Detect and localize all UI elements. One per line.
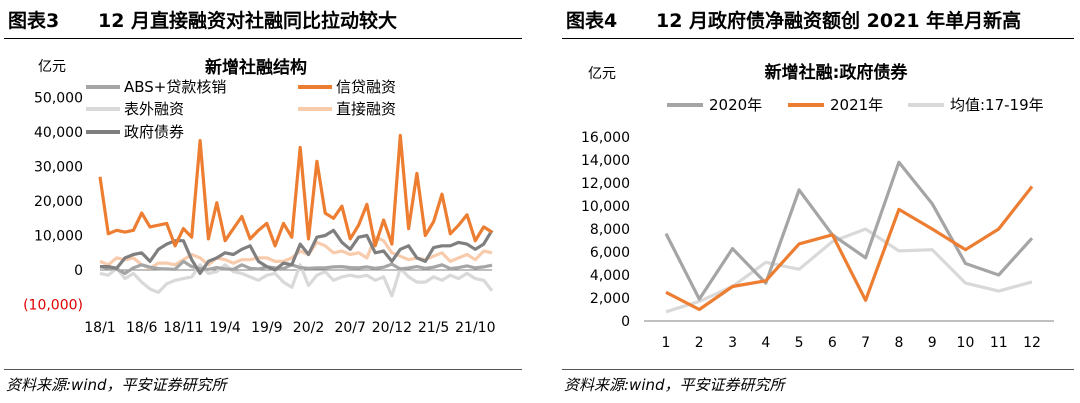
x-tick-label: 21/10 xyxy=(455,320,495,336)
figure-3-panel: 图表3 12 月直接融资对社融同比拉动较大 新增社融结构 亿元 ABS+贷款核销… xyxy=(0,0,528,403)
y-tick-label: 2,000 xyxy=(590,291,630,307)
series-line-abs xyxy=(99,259,493,275)
x-tick-label: 19/9 xyxy=(251,320,282,336)
legend-label-17-19: 均值:17-19年 xyxy=(950,96,1044,114)
series-line-s4 xyxy=(100,228,494,275)
x-tick-label: 20/2 xyxy=(293,320,324,336)
legend-label-s4: 政府债券 xyxy=(124,123,184,141)
x-tick-label: 12 xyxy=(1023,335,1041,351)
legend-label-2021: 2021年 xyxy=(830,96,883,114)
x-tick-label: 4 xyxy=(761,335,770,351)
source-note: 资料来源:wind，平安证券研究所 xyxy=(6,376,227,394)
x-tick-label: 5 xyxy=(795,335,804,351)
chart-series xyxy=(98,133,494,298)
chart-government-bonds: 新增社融:政府债券 亿元 2020年 2021年 均值:17-19年 0 2,000 4… xyxy=(581,62,1054,351)
chart-legend: 2020年 2021年 均值:17-19年 xyxy=(667,96,1044,114)
x-tick-label: 18/6 xyxy=(126,320,158,336)
y-tick-label: 6,000 xyxy=(590,245,630,261)
y-tick-label: 16,000 xyxy=(581,130,630,146)
x-tick-label: 21/5 xyxy=(418,320,449,336)
y-tick-label: 4,000 xyxy=(590,268,630,284)
x-tick-label: 10 xyxy=(957,335,975,351)
footer-divider xyxy=(4,369,522,370)
x-tick-label: 20/7 xyxy=(334,320,365,336)
footer-divider xyxy=(562,369,1074,370)
x-tick-label: 8 xyxy=(894,335,903,351)
x-tick-label: 20/12 xyxy=(372,320,412,336)
x-tick-label: 18/11 xyxy=(163,320,203,336)
source-note: 资料来源:wind，平安证券研究所 xyxy=(564,376,785,394)
x-tick-label: 9 xyxy=(928,335,937,351)
y-tick-label: 14,000 xyxy=(581,153,630,169)
y-tick-label: 0 xyxy=(621,314,630,330)
x-tick-label: 11 xyxy=(990,335,1008,351)
y-axis-unit: 亿元 xyxy=(38,59,66,75)
figure-title: 12 月直接融资对社融同比拉动较大 xyxy=(98,10,398,32)
x-tick-label: 6 xyxy=(828,335,837,351)
y-tick-label: 40,000 xyxy=(34,125,83,141)
x-tick-label: 3 xyxy=(728,335,737,351)
series-line-s1 xyxy=(98,133,493,248)
legend-label-s1: 信贷融资 xyxy=(336,78,396,96)
series-line-2020 xyxy=(664,160,1034,301)
series-line-s2 xyxy=(99,263,494,298)
figure-header: 图表4 12 月政府债净融资额创 2021 年单月新高 xyxy=(562,0,1074,39)
y-axis-unit: 亿元 xyxy=(588,66,616,82)
figure-label: 图表3 xyxy=(8,10,60,32)
y-tick-label: 0 xyxy=(74,263,83,279)
x-tick-label: 7 xyxy=(861,335,870,351)
y-tick-label: 20,000 xyxy=(34,194,83,210)
chart-title: 新增社融结构 xyxy=(205,57,307,78)
figure-header: 图表3 12 月直接融资对社融同比拉动较大 xyxy=(4,0,522,39)
y-tick-label: 50,000 xyxy=(34,91,83,107)
legend-label-2020: 2020年 xyxy=(709,96,762,114)
chart-title: 新增社融:政府债券 xyxy=(765,62,909,83)
series-line-2021 xyxy=(665,185,1034,312)
y-tick-label: 10,000 xyxy=(34,229,83,245)
legend-label-abs: ABS+贷款核销 xyxy=(124,78,226,96)
x-tick-label: 2 xyxy=(695,335,704,351)
y-tick-label: 8,000 xyxy=(590,222,630,238)
chart-axes: (10,000) 0 10,000 20,000 30,000 40,000 50,000 1… xyxy=(23,91,495,337)
x-tick-label: 19/4 xyxy=(209,320,241,336)
y-tick-label: 10,000 xyxy=(581,199,630,215)
y-tick-label: (10,000) xyxy=(23,298,83,314)
chart-axes: 0 2,000 4,000 6,000 8,000 10,000 12,000 14,000 1… xyxy=(581,130,1054,351)
legend-label-s2: 表外融资 xyxy=(124,100,184,118)
y-tick-label: 30,000 xyxy=(34,160,83,176)
chart-series xyxy=(664,160,1034,314)
figure-4-panel: 图表4 12 月政府债净融资额创 2021 年单月新高 新增社融:政府债券 亿元… xyxy=(558,0,1080,403)
x-tick-label: 1 xyxy=(662,335,671,351)
legend-label-s3: 直接融资 xyxy=(336,100,396,118)
figure-label: 图表4 xyxy=(566,10,618,32)
figure-title: 12 月政府债净融资额创 2021 年单月新高 xyxy=(656,10,1022,32)
y-tick-label: 12,000 xyxy=(581,176,630,192)
x-tick-label: 18/1 xyxy=(84,320,115,336)
